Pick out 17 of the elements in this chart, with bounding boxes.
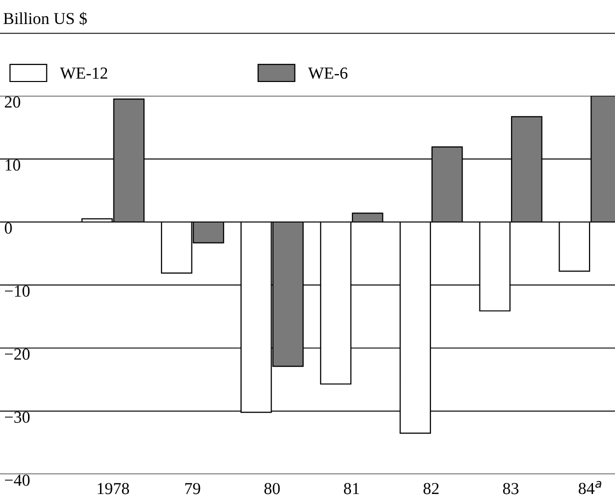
y-tick-label: −40: [4, 474, 30, 486]
y-tick-label: −20: [4, 348, 30, 360]
legend-label: WE-12: [60, 68, 108, 79]
y-tick-label: 20: [4, 96, 20, 108]
y-tick-label: −30: [4, 412, 30, 423]
x-tick-label: 84$^{a}$: [578, 481, 602, 494]
x-tick-label: 82: [424, 482, 439, 494]
y-axis-title: Billion US $: [4, 12, 87, 26]
y-tick-label: 10: [6, 159, 20, 171]
y-tick-label: −10: [4, 286, 30, 297]
x-tick-label: 1978: [98, 482, 130, 494]
x-tick-label: 83: [503, 482, 518, 494]
legend-label: WE-6: [308, 68, 348, 79]
y-tick-label: 0: [4, 222, 12, 234]
x-tick-label: 79: [185, 483, 200, 494]
x-tick-label: 81: [344, 482, 359, 494]
x-tick-label: 80: [264, 482, 280, 494]
